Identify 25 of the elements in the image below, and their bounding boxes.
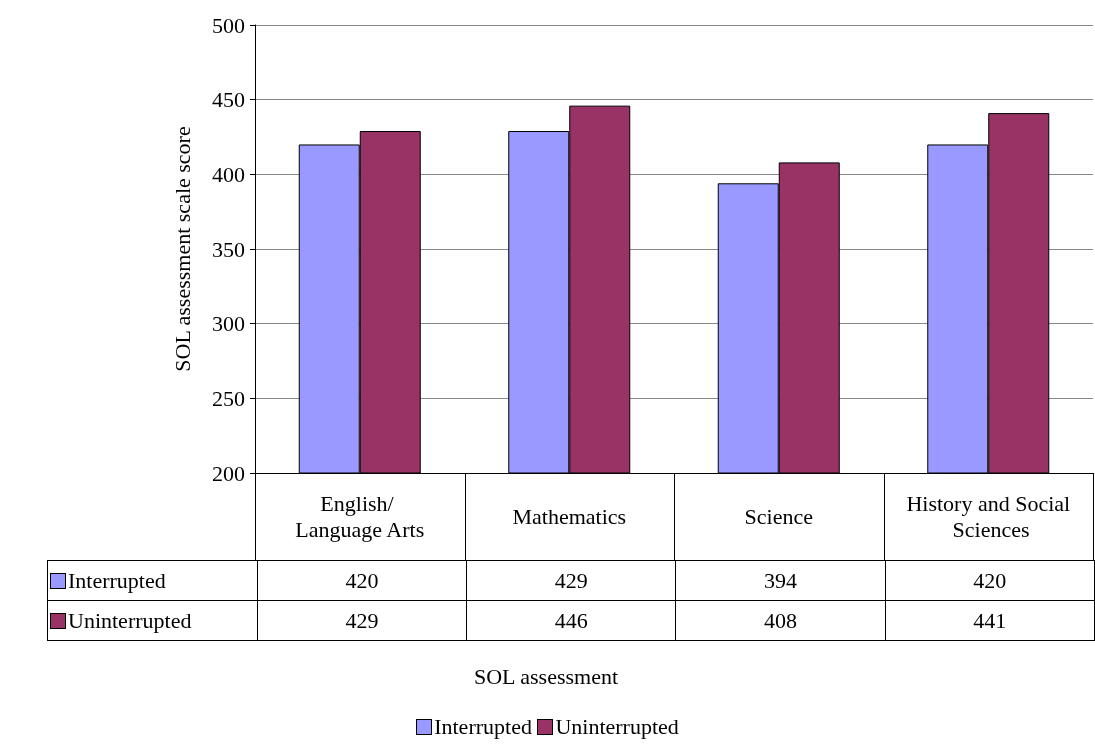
y-tick-label: 450: [212, 87, 245, 113]
text: SOL assessment: [474, 663, 619, 689]
x-tick-label: Mathematics: [512, 503, 627, 529]
y-tick-label: 200: [212, 460, 245, 486]
y-tick-label: 300: [212, 311, 245, 337]
legend-label: Uninterrupted: [47, 600, 258, 641]
y-tick-label: 500: [212, 12, 245, 38]
x-tick-label: Science: [744, 503, 813, 529]
text: Interrupted: [434, 714, 532, 739]
data-label: 408: [675, 600, 886, 641]
data-label: 441: [885, 600, 1095, 641]
data-label: 429: [466, 560, 676, 601]
data-label: 394: [675, 560, 886, 601]
text: Uninterrupted: [555, 714, 679, 739]
y-axis-title: SOL assessment scale score: [169, 126, 195, 372]
x-tick-label: English/ Language Arts: [295, 490, 425, 542]
y-tick-label: 350: [212, 236, 245, 262]
data-label: 429: [257, 600, 467, 641]
data-label: 420: [885, 560, 1095, 601]
legend-label: Interrupted: [47, 560, 258, 601]
data-label: 446: [466, 600, 676, 641]
y-tick-label: 400: [212, 161, 245, 187]
data-label: 420: [257, 560, 467, 601]
x-tick-label: History and Social Sciences: [906, 490, 1071, 542]
y-tick-label: 250: [212, 385, 245, 411]
